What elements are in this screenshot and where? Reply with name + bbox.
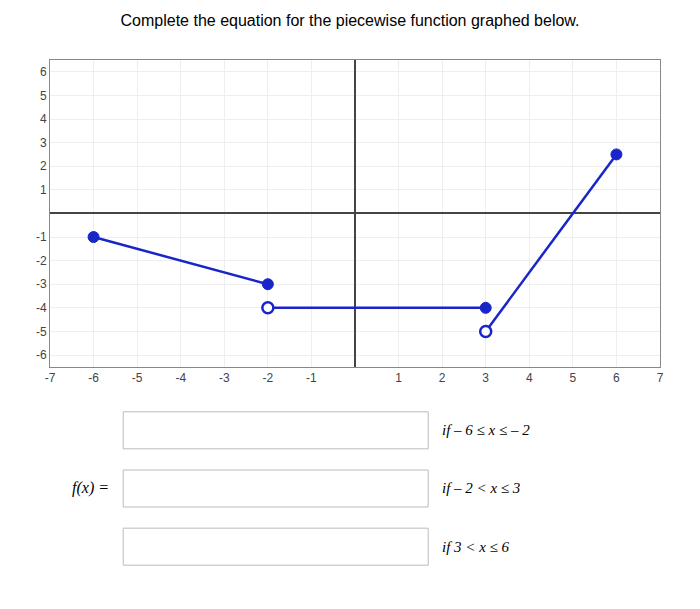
svg-text:-3: -3 <box>219 371 230 385</box>
svg-text:3: 3 <box>40 136 47 150</box>
svg-text:6: 6 <box>613 371 620 385</box>
svg-text:-4: -4 <box>175 371 186 385</box>
svg-text:-1: -1 <box>36 230 47 244</box>
svg-text:4: 4 <box>40 112 47 126</box>
svg-text:-4: -4 <box>36 301 47 315</box>
svg-text:2: 2 <box>439 371 446 385</box>
svg-text:-7: -7 <box>45 371 56 385</box>
svg-text:2: 2 <box>40 159 47 173</box>
svg-text:4: 4 <box>526 371 533 385</box>
svg-text:-3: -3 <box>36 277 47 291</box>
svg-text:-6: -6 <box>36 348 47 362</box>
svg-text:3: 3 <box>482 371 489 385</box>
svg-text:if – 2 < x ≤ 3: if – 2 < x ≤ 3 <box>442 480 520 496</box>
svg-text:-1: -1 <box>306 371 317 385</box>
svg-text:5: 5 <box>40 89 47 103</box>
svg-text:7: 7 <box>657 371 664 385</box>
svg-text:-5: -5 <box>132 371 143 385</box>
svg-text:if – 6 ≤ x ≤ – 2: if – 6 ≤ x ≤ – 2 <box>442 422 530 438</box>
svg-text:-2: -2 <box>36 254 47 268</box>
svg-text:6: 6 <box>40 65 47 79</box>
svg-text:-5: -5 <box>36 325 47 339</box>
svg-text:Complete the equation for the: Complete the equation for the piecewise … <box>121 12 580 29</box>
svg-text:f(x) =: f(x) = <box>72 479 109 497</box>
svg-text:if 3 < x ≤ 6: if 3 < x ≤ 6 <box>442 539 510 555</box>
svg-text:-2: -2 <box>263 371 274 385</box>
svg-text:5: 5 <box>570 371 577 385</box>
svg-text:1: 1 <box>395 371 402 385</box>
svg-text:-6: -6 <box>88 371 99 385</box>
svg-text:1: 1 <box>40 183 47 197</box>
